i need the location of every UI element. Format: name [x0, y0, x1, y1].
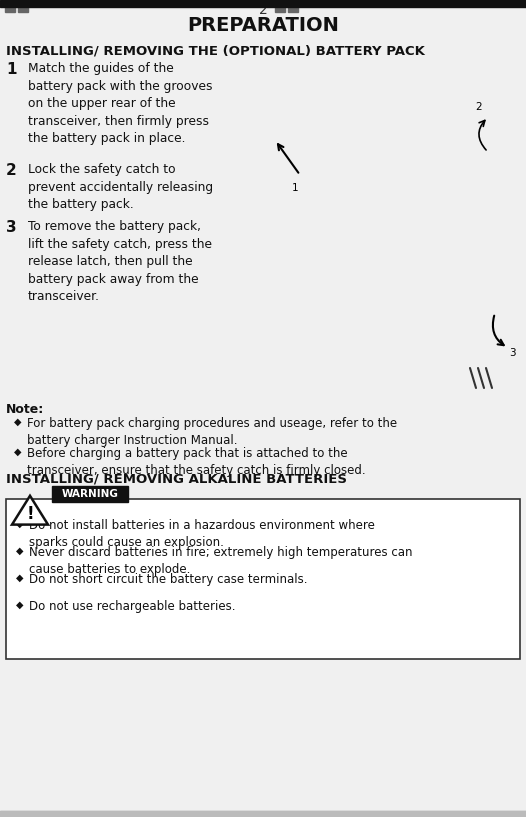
Bar [18, 7, 28, 12]
FancyBboxPatch shape [379, 225, 400, 242]
Text: ◆: ◆ [14, 417, 22, 427]
Bar [5, 7, 15, 12]
Polygon shape [12, 496, 48, 525]
Text: Note:: Note: [6, 403, 44, 416]
Text: INSTALLING/ REMOVING ALKALINE BATTERIES: INSTALLING/ REMOVING ALKALINE BATTERIES [6, 472, 347, 485]
Text: INSTALLING/ REMOVING THE (OPTIONAL) BATTERY PACK: INSTALLING/ REMOVING THE (OPTIONAL) BATT… [6, 44, 425, 57]
FancyBboxPatch shape [379, 59, 400, 75]
Bar [0, 399, 526, 400]
Bar [482, 57, 498, 202]
Text: ◆: ◆ [14, 447, 22, 457]
Bar [275, 7, 285, 12]
Text: 2: 2 [259, 2, 267, 16]
Text: ◆: ◆ [16, 519, 24, 529]
Text: ◆: ◆ [16, 546, 24, 556]
Text: Match the guides of the
battery pack with the grooves
on the upper rear of the
t: Match the guides of the battery pack wit… [28, 62, 213, 145]
Bar [484, 113, 496, 123]
Bar [0, 38, 526, 40]
Bar [484, 333, 496, 343]
Text: 1: 1 [292, 183, 298, 193]
Text: To remove the battery pack,
lift the safety catch, press the
release latch, then: To remove the battery pack, lift the saf… [28, 220, 212, 303]
Bar [0, 811, 526, 817]
Text: 1: 1 [6, 62, 16, 77]
Text: Do not use rechargeable batteries.: Do not use rechargeable batteries. [29, 600, 236, 613]
Text: ◆: ◆ [16, 600, 24, 610]
Text: Before charging a battery pack that is attached to the
transceiver, ensure that : Before charging a battery pack that is a… [27, 447, 366, 477]
Bar [0, 466, 526, 467]
Bar [484, 131, 496, 141]
Text: Do not install batteries in a hazardous environment where
sparks could cause an : Do not install batteries in a hazardous … [29, 519, 375, 549]
Bar [484, 297, 496, 307]
Bar [52, 486, 128, 502]
Text: !: ! [26, 505, 34, 523]
Bar [484, 185, 496, 195]
FancyBboxPatch shape [241, 233, 253, 288]
Text: PREPARATION: PREPARATION [187, 16, 339, 34]
Bar [0, 33, 526, 35]
FancyBboxPatch shape [332, 225, 353, 242]
Bar [484, 351, 496, 361]
FancyBboxPatch shape [356, 225, 377, 242]
Text: 2: 2 [476, 102, 482, 112]
Ellipse shape [292, 109, 421, 144]
Bar [6, 499, 520, 659]
Bar [288, 7, 298, 12]
Bar [484, 167, 496, 177]
FancyBboxPatch shape [255, 221, 497, 370]
Bar [0, 0, 526, 7]
Text: 2: 2 [6, 163, 17, 178]
Bar [482, 223, 498, 368]
Text: WARNING: WARNING [62, 489, 118, 499]
Text: ◆: ◆ [16, 573, 24, 583]
Bar [0, 0, 526, 7]
Ellipse shape [292, 275, 421, 310]
Bar [0, 394, 526, 395]
FancyBboxPatch shape [356, 59, 377, 75]
Text: Do not short circuit the battery case terminals.: Do not short circuit the battery case te… [29, 573, 308, 586]
Text: 3: 3 [509, 348, 515, 358]
Text: Lock the safety catch to
prevent accidentally releasing
the battery pack.: Lock the safety catch to prevent acciden… [28, 163, 213, 211]
Bar [484, 279, 496, 289]
FancyBboxPatch shape [249, 49, 503, 210]
FancyBboxPatch shape [241, 66, 253, 123]
Text: For battery pack charging procedures and useage, refer to the
battery charger In: For battery pack charging procedures and… [27, 417, 397, 447]
Bar [0, 811, 526, 815]
FancyBboxPatch shape [255, 55, 497, 204]
Bar [484, 315, 496, 325]
FancyBboxPatch shape [332, 59, 353, 75]
Text: 3: 3 [6, 220, 17, 235]
Ellipse shape [313, 151, 400, 170]
FancyBboxPatch shape [249, 215, 503, 376]
Text: Never discard batteries in fire; extremely high temperatures can
cause batteries: Never discard batteries in fire; extreme… [29, 546, 412, 576]
Bar [484, 149, 496, 159]
Ellipse shape [313, 317, 400, 336]
